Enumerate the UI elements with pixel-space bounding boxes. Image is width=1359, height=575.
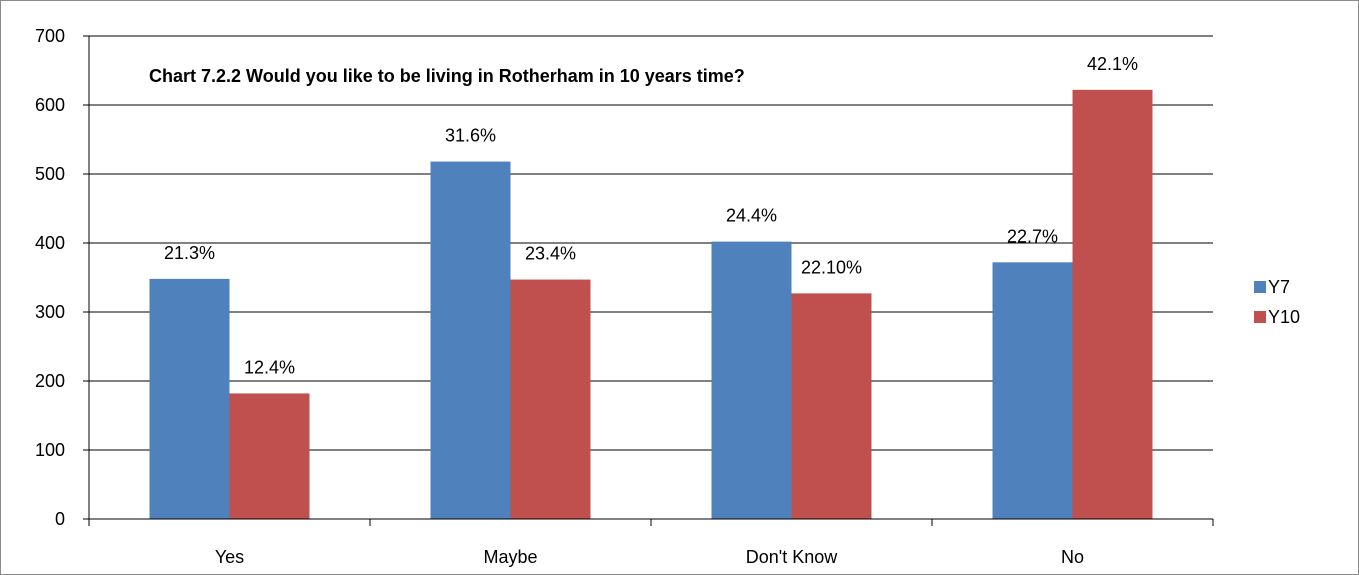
y-tick-label: 700 <box>35 26 65 46</box>
y-tick-label: 100 <box>35 440 65 460</box>
chart-title: Chart 7.2.2 Would you like to be living … <box>149 66 745 86</box>
y-tick-label: 600 <box>35 95 65 115</box>
x-category-label: Don't Know <box>746 547 838 567</box>
legend: Y7 Y10 <box>1254 277 1300 327</box>
legend-label-y7: Y7 <box>1268 277 1290 297</box>
x-category-label: Maybe <box>483 547 537 567</box>
data-label: 12.4% <box>244 357 295 377</box>
data-label: 22.10% <box>801 257 862 277</box>
legend-swatch-y7 <box>1254 281 1266 293</box>
y-tick-label: 300 <box>35 302 65 322</box>
y-tick-label: 400 <box>35 233 65 253</box>
x-category-label: Yes <box>215 547 244 567</box>
bar-y7-maybe <box>430 161 511 519</box>
data-labels: 21.3% 12.4% 31.6% 23.4% 24.4% 22.10% 22.7% 42.1… <box>164 54 1138 378</box>
bar-y7-yes <box>149 278 230 519</box>
legend-swatch-y10 <box>1254 311 1266 323</box>
bar-y10-no <box>1072 89 1153 519</box>
data-label: 24.4% <box>726 206 777 226</box>
gridlines <box>89 35 1213 451</box>
bar-y7-no <box>992 262 1073 519</box>
bar-y10-maybe <box>510 279 591 519</box>
data-label: 22.7% <box>1007 226 1058 246</box>
bar-y7-don-t-know <box>711 241 792 519</box>
bars <box>149 89 1153 519</box>
legend-label-y10: Y10 <box>1268 307 1300 327</box>
bar-y10-yes <box>229 393 310 519</box>
x-category-label: No <box>1061 547 1084 567</box>
y-tick-label: 500 <box>35 164 65 184</box>
y-tick-label: 200 <box>35 371 65 391</box>
data-label: 31.6% <box>445 126 496 146</box>
data-label: 21.3% <box>164 243 215 263</box>
data-label: 23.4% <box>525 244 576 264</box>
axes: 0 100 200 300 400 500 600 700 Yes Maybe Don't Know… <box>35 26 1214 567</box>
bar-y10-don-t-know <box>791 293 872 519</box>
y-tick-label: 0 <box>55 509 65 529</box>
data-label: 42.1% <box>1087 54 1138 74</box>
